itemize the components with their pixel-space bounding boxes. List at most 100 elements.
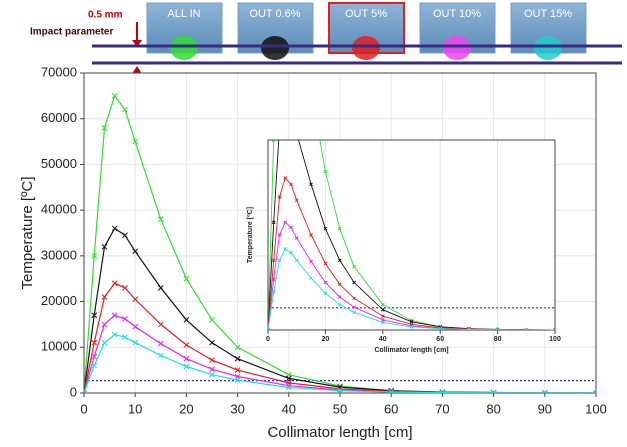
marker — [122, 106, 128, 113]
marker — [283, 220, 288, 225]
marker — [271, 290, 276, 294]
x-tick-label: 80 — [494, 336, 502, 343]
marker — [209, 371, 215, 378]
panel-label: OUT 0.6% — [249, 8, 300, 20]
marker — [337, 302, 342, 307]
marker — [380, 314, 385, 318]
y-axis-label: Temperature [ºC] — [19, 176, 36, 289]
marker — [289, 225, 293, 230]
marker — [209, 317, 215, 323]
banner-note: 0.5 mm — [88, 10, 123, 21]
marker — [309, 259, 313, 264]
y-tick-label: 60000 — [41, 110, 77, 125]
marker — [101, 339, 108, 346]
marker — [132, 248, 139, 255]
x-tick-label: 60 — [436, 336, 444, 343]
marker — [183, 363, 190, 370]
x-tick-label: 50 — [333, 401, 347, 416]
x-tick-label: 90 — [538, 401, 552, 416]
marker — [271, 140, 276, 142]
marker — [132, 339, 139, 346]
marker — [277, 233, 282, 237]
x-axis-label: Collimator length [cm] — [374, 347, 448, 354]
marker — [283, 247, 288, 251]
marker — [289, 182, 293, 187]
marker — [91, 353, 98, 360]
marker — [91, 312, 98, 319]
marker — [337, 295, 342, 299]
x-tick-label: 20 — [179, 401, 193, 416]
panel-label: OUT 10% — [433, 8, 481, 20]
marker — [157, 321, 164, 328]
y-tick-label: 40000 — [41, 202, 77, 217]
marker — [111, 331, 118, 338]
marker — [337, 282, 342, 287]
marker — [289, 250, 293, 255]
marker — [285, 375, 292, 382]
marker — [122, 232, 128, 239]
x-tick-label: 100 — [585, 401, 607, 416]
marker — [277, 258, 282, 263]
marker — [380, 320, 385, 325]
marker — [309, 182, 313, 187]
y-tick-label: 30000 — [41, 247, 77, 262]
marker — [323, 169, 328, 174]
marker — [337, 258, 342, 263]
marker — [183, 317, 190, 323]
marker — [111, 312, 118, 319]
marker — [380, 302, 385, 307]
x-tick-label: 60 — [384, 401, 398, 416]
frame — [267, 139, 556, 331]
beam-spot — [443, 36, 471, 60]
beam-spot — [534, 36, 562, 60]
y-axis-label: Temperature [ºC] — [247, 207, 254, 263]
marker — [132, 323, 139, 330]
marker — [234, 344, 241, 351]
marker — [323, 261, 328, 266]
marker — [285, 384, 292, 391]
marker — [283, 176, 288, 180]
marker — [234, 377, 241, 384]
beam-spot — [352, 36, 380, 60]
marker — [409, 324, 414, 329]
marker — [157, 340, 164, 347]
x-tick-label: 20 — [322, 336, 330, 343]
marker — [183, 342, 190, 348]
marker — [467, 327, 471, 330]
marker — [157, 216, 164, 223]
marker — [122, 334, 128, 341]
marker — [132, 296, 139, 303]
marker — [323, 291, 328, 296]
marker — [111, 225, 118, 232]
beam-spot — [261, 36, 289, 60]
marker — [271, 220, 276, 225]
marker — [91, 339, 98, 346]
y-tick-label: 0 — [70, 384, 77, 399]
marker — [309, 276, 313, 280]
x-axis-label: Collimator length [cm] — [267, 424, 412, 441]
x-tick-label: 30 — [230, 401, 244, 416]
marker — [122, 316, 128, 322]
marker — [524, 328, 529, 330]
marker — [323, 280, 328, 285]
marker — [439, 389, 446, 393]
marker — [294, 236, 299, 241]
marker — [209, 366, 215, 373]
marker — [157, 352, 164, 359]
marker — [352, 264, 356, 269]
marker — [91, 362, 98, 369]
marker — [388, 389, 395, 393]
marker — [268, 328, 270, 330]
x-tick-label: 40 — [282, 401, 296, 416]
y-tick-label: 10000 — [41, 339, 77, 354]
inset: 0 20 40 60 80 100 Collimator length [cm] Temper… — [247, 139, 561, 354]
arrow-head — [132, 66, 142, 74]
marker — [157, 285, 164, 291]
frame — [83, 72, 597, 394]
marker — [271, 258, 276, 263]
marker — [101, 243, 108, 250]
x-tick-label: 70 — [435, 401, 449, 416]
marker — [337, 226, 342, 231]
x-tick-label: 10 — [128, 401, 142, 416]
marker — [352, 310, 356, 315]
